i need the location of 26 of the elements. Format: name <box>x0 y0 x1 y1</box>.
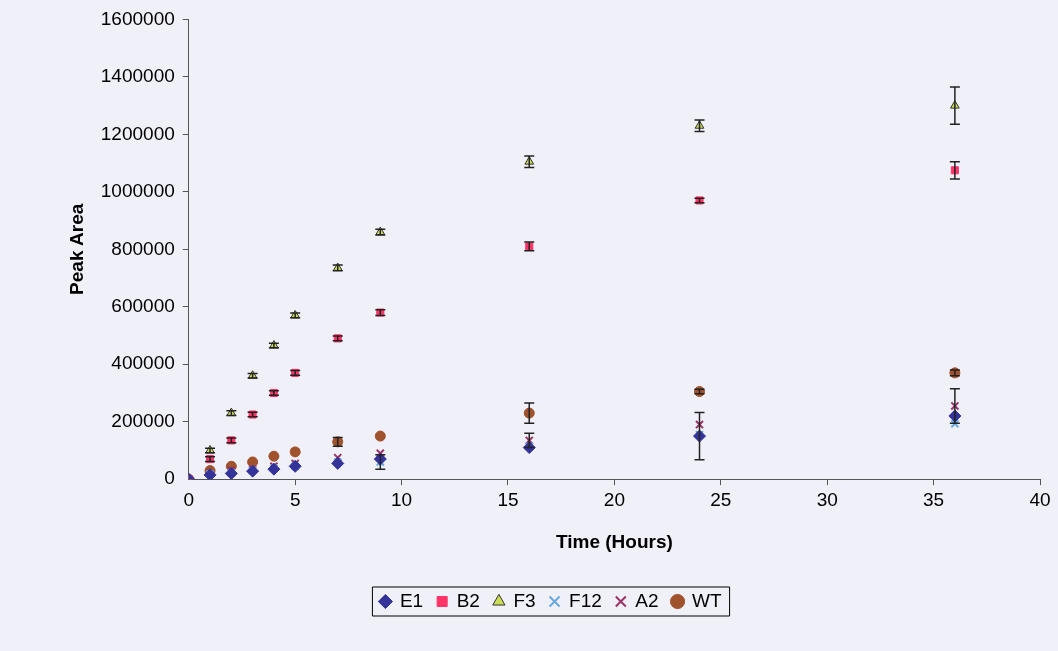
legend-label: A2 <box>635 589 659 611</box>
x-tick-label: 30 <box>816 488 838 510</box>
x-tick-label: 5 <box>289 488 301 510</box>
y-tick-label: 1200000 <box>100 122 175 144</box>
legend-label: F12 <box>569 589 602 611</box>
y-tick-label: 0 <box>164 467 175 489</box>
x-tick-label: 10 <box>391 488 413 510</box>
y-axis-title: Peak Area <box>65 203 87 295</box>
x-tick-label: 25 <box>710 488 732 510</box>
legend-label: WT <box>692 589 722 611</box>
x-tick-label: 0 <box>183 488 195 510</box>
x-tick-label: 15 <box>497 488 519 510</box>
legend-label: F3 <box>513 589 536 611</box>
y-tick-label: 1400000 <box>100 65 175 87</box>
x-tick-label: 35 <box>923 488 945 510</box>
y-tick-label: 1000000 <box>100 180 175 202</box>
x-axis-title: Time (Hours) <box>555 530 673 552</box>
x-tick-label: 20 <box>603 488 625 510</box>
y-tick-label: 400000 <box>111 352 175 374</box>
legend-label: B2 <box>456 589 480 611</box>
y-tick-label: 600000 <box>111 295 175 317</box>
y-tick-label: 1600000 <box>100 7 175 29</box>
y-tick-label: 200000 <box>111 409 175 431</box>
y-tick-label: 800000 <box>111 237 175 259</box>
legend-label: E1 <box>399 589 424 611</box>
x-tick-label: 40 <box>1029 488 1051 510</box>
